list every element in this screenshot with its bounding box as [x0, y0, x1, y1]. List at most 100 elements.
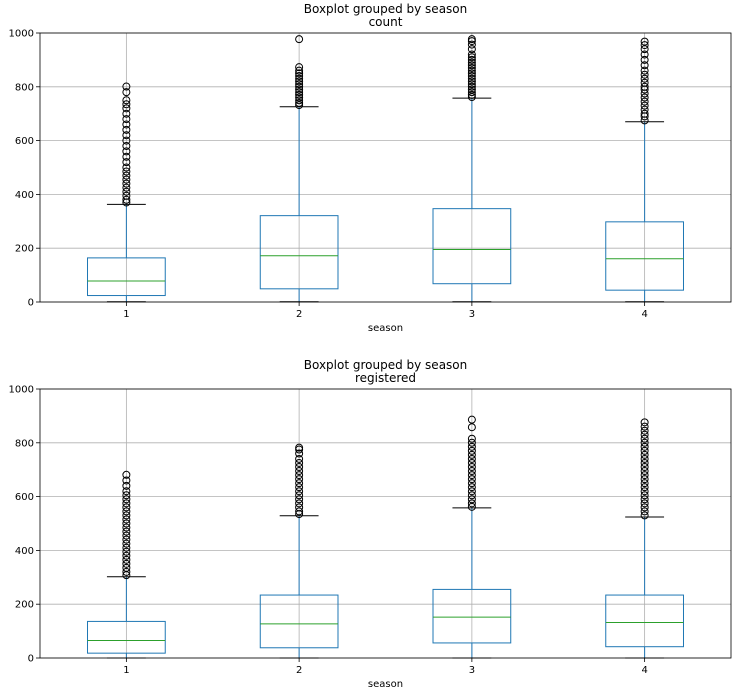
outlier-point — [122, 125, 131, 134]
outlier-point — [122, 481, 131, 490]
outlier-point — [122, 158, 131, 167]
outlier-point — [122, 515, 131, 524]
iqr-box — [605, 594, 684, 648]
outlier-point — [640, 66, 649, 75]
outlier-point — [467, 499, 476, 508]
iqr-box — [605, 221, 684, 291]
outlier-point — [467, 80, 476, 89]
outlier-point — [467, 74, 476, 83]
outlier-point — [122, 487, 131, 496]
outlier-point — [640, 109, 649, 118]
outlier-point — [640, 503, 649, 512]
outlier-point — [640, 463, 649, 472]
outlier-point — [122, 152, 131, 161]
y-tick-label: 1000 — [9, 29, 34, 40]
outlier-point — [640, 495, 649, 504]
plot-frame — [39, 32, 732, 303]
outlier-point — [467, 423, 476, 432]
outlier-point — [640, 74, 649, 83]
outlier-point — [122, 535, 131, 544]
y-tick-label: 1000 — [9, 385, 34, 396]
x-tick-label: 2 — [296, 309, 302, 320]
y-tick-label: 200 — [15, 600, 34, 611]
outlier-point — [640, 479, 649, 488]
outlier-point — [295, 507, 304, 516]
iqr-box — [87, 257, 166, 297]
outlier-point — [640, 70, 649, 79]
iqr-box — [432, 208, 512, 285]
outlier-point — [295, 495, 304, 504]
outlier-point — [467, 450, 476, 459]
outlier-point — [640, 93, 649, 102]
outlier-point — [467, 90, 476, 99]
outlier-point — [122, 555, 131, 564]
outlier-point — [295, 88, 304, 97]
outlier-point — [295, 98, 304, 107]
outlier-point — [640, 458, 649, 467]
outlier-point — [122, 147, 131, 156]
outlier-point — [122, 531, 131, 540]
iqr-box — [259, 594, 339, 649]
outlier-point — [640, 442, 649, 451]
outlier-point — [467, 454, 476, 463]
outlier-point — [122, 503, 131, 512]
outlier-point — [640, 41, 649, 50]
outlier-point — [640, 78, 649, 87]
outlier-point — [295, 85, 304, 94]
outlier-point — [122, 559, 131, 568]
outlier-point — [122, 539, 131, 548]
outlier-point — [122, 82, 131, 91]
outlier-point — [467, 77, 476, 86]
outlier-point — [122, 563, 131, 572]
outlier-point — [467, 495, 476, 504]
x-tick-label: 3 — [469, 309, 475, 320]
outlier-point — [295, 479, 304, 488]
outlier-point — [640, 438, 649, 447]
outlier-point — [467, 50, 476, 59]
box-season-4 — [605, 37, 684, 303]
outlier-point — [640, 491, 649, 500]
outlier-point — [122, 470, 131, 479]
outlier-point — [122, 141, 131, 150]
x-tick-label: 1 — [123, 665, 129, 676]
outlier-point — [467, 483, 476, 492]
chart-subtitle: registered — [355, 371, 416, 385]
outlier-point — [467, 85, 476, 94]
x-tick-label: 1 — [123, 309, 129, 320]
outlier-point — [295, 93, 304, 102]
chart-title: Boxplot grouped by season — [304, 2, 468, 16]
outlier-point — [467, 63, 476, 72]
grid — [40, 32, 731, 303]
outlier-point — [295, 491, 304, 500]
outlier-point — [122, 476, 131, 485]
x-axis-label: season — [368, 323, 403, 334]
outlier-point — [467, 66, 476, 75]
outlier-point — [640, 422, 649, 431]
outlier-point — [122, 163, 131, 172]
outlier-point — [467, 61, 476, 70]
outlier-point — [122, 523, 131, 532]
outlier-point — [467, 415, 476, 424]
outlier-point — [122, 511, 131, 520]
outlier-point — [295, 483, 304, 492]
outlier-point — [295, 454, 304, 463]
outlier-point — [295, 499, 304, 508]
outlier-point — [295, 458, 304, 467]
iqr-box — [432, 588, 512, 644]
outlier-point — [295, 475, 304, 484]
outlier-point — [640, 61, 649, 70]
outlier-point — [122, 171, 131, 180]
outlier-point — [640, 467, 649, 476]
x-tick-label: 4 — [641, 665, 647, 676]
outlier-point — [122, 120, 131, 129]
outlier-point — [295, 80, 304, 89]
outlier-point — [467, 467, 476, 476]
y-tick-label: 400 — [15, 190, 34, 201]
outlier-point — [640, 82, 649, 91]
outlier-point — [640, 471, 649, 480]
outlier-point — [467, 35, 476, 44]
outlier-point — [295, 467, 304, 476]
outlier-point — [122, 136, 131, 145]
outlier-point — [467, 475, 476, 484]
outlier-point — [467, 479, 476, 488]
